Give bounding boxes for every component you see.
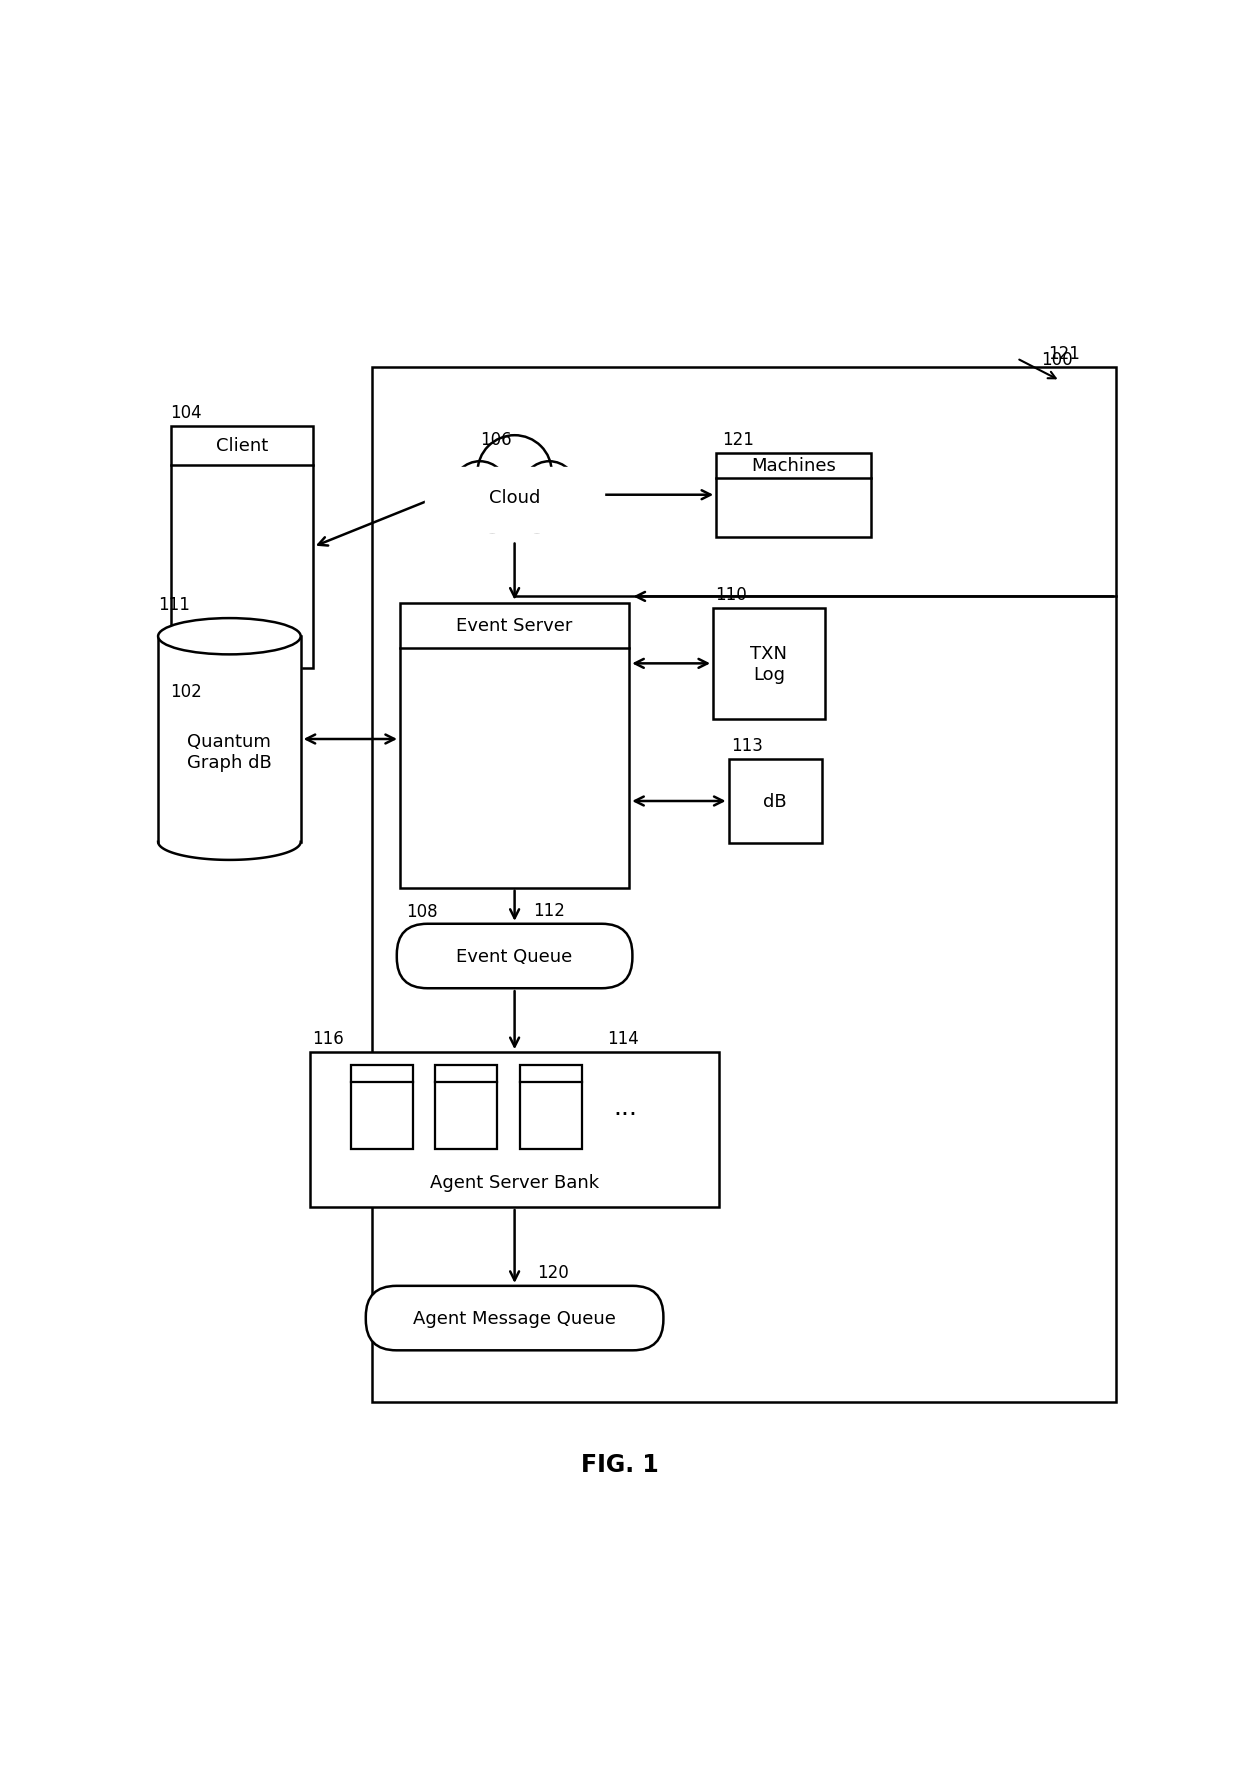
Text: 108: 108: [407, 902, 438, 921]
Text: 113: 113: [732, 737, 763, 755]
Text: dB: dB: [763, 793, 787, 810]
Circle shape: [522, 462, 577, 517]
Bar: [399, 603, 630, 889]
Circle shape: [552, 483, 596, 528]
Text: TXN
Log: TXN Log: [750, 644, 787, 683]
Bar: [310, 1052, 719, 1208]
Text: Machines: Machines: [751, 456, 836, 474]
Text: 112: 112: [533, 902, 565, 920]
Circle shape: [477, 437, 552, 510]
FancyBboxPatch shape: [366, 1286, 663, 1351]
Bar: [435, 1066, 497, 1150]
Text: 110: 110: [715, 585, 748, 603]
Bar: [171, 426, 312, 669]
Text: 116: 116: [312, 1029, 345, 1048]
Text: Event Queue: Event Queue: [456, 948, 573, 966]
Circle shape: [453, 462, 507, 517]
Bar: [713, 608, 825, 719]
Text: Client: Client: [216, 437, 268, 454]
Bar: [372, 369, 1116, 1403]
Text: 114: 114: [608, 1029, 640, 1048]
Ellipse shape: [159, 619, 301, 655]
Text: 121: 121: [722, 431, 754, 449]
Circle shape: [512, 483, 562, 533]
Bar: [425, 469, 604, 533]
Circle shape: [467, 483, 517, 533]
Text: 106: 106: [480, 431, 512, 449]
Text: Agent Server Bank: Agent Server Bank: [430, 1174, 599, 1191]
Text: ...: ...: [613, 1095, 637, 1120]
Text: Cloud: Cloud: [489, 488, 541, 506]
Text: 104: 104: [171, 404, 202, 422]
Bar: [351, 1066, 413, 1150]
Circle shape: [433, 483, 477, 528]
Bar: [520, 1066, 582, 1150]
Text: Quantum
Graph dB: Quantum Graph dB: [187, 732, 272, 771]
Bar: [717, 453, 870, 537]
Text: FIG. 1: FIG. 1: [582, 1453, 658, 1476]
Text: 111: 111: [159, 596, 190, 614]
Text: 102: 102: [171, 683, 202, 701]
FancyBboxPatch shape: [397, 925, 632, 989]
Text: 100: 100: [1042, 351, 1074, 369]
Text: Event Server: Event Server: [456, 617, 573, 635]
Bar: [159, 637, 300, 843]
Text: Agent Message Queue: Agent Message Queue: [413, 1310, 616, 1327]
Bar: [729, 759, 821, 844]
Text: 120: 120: [537, 1263, 569, 1281]
Text: 121: 121: [1048, 345, 1080, 363]
